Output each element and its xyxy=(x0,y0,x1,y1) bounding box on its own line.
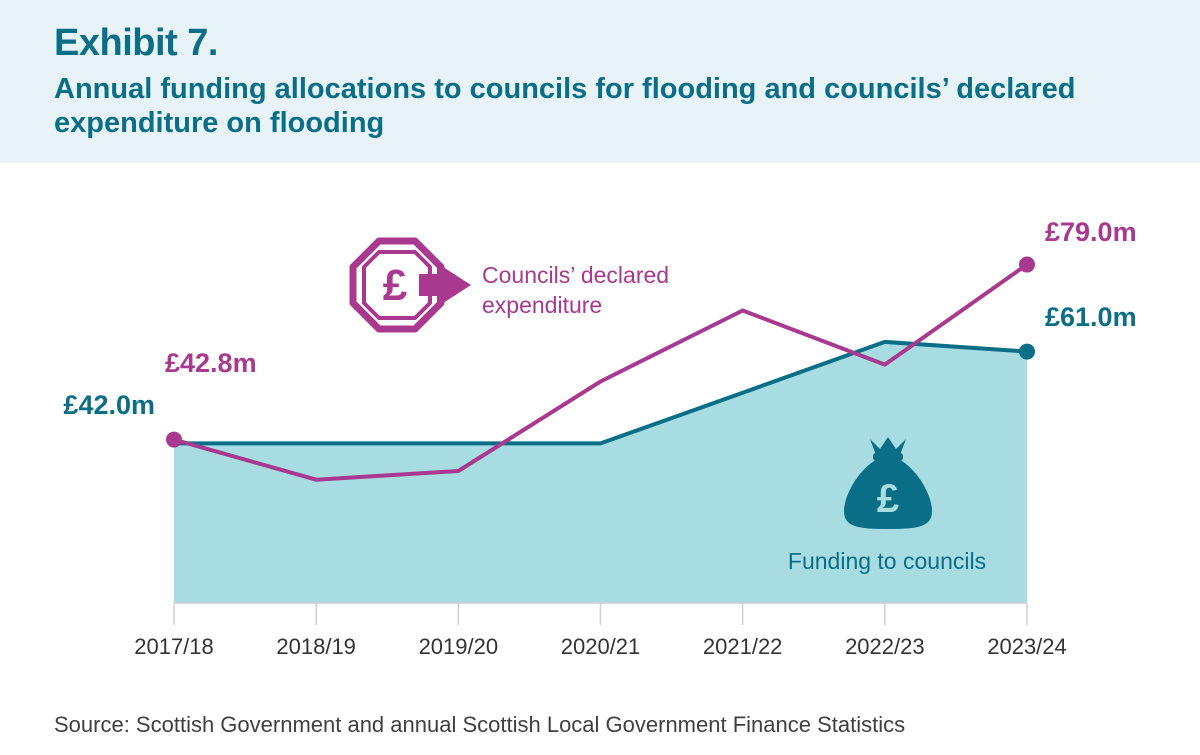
expenditure-start-point xyxy=(166,431,182,448)
header-band xyxy=(0,0,1200,163)
x-tick-label: 2020/21 xyxy=(561,634,641,659)
funding-area xyxy=(174,341,1027,603)
x-tick-label: 2018/19 xyxy=(276,634,356,659)
x-tick-label: 2023/24 xyxy=(987,634,1067,659)
exhibit-number: Exhibit 7. xyxy=(54,22,218,64)
funding-legend-label: Funding to councils xyxy=(788,548,986,574)
expenditure-end-label: £79.0m xyxy=(1045,217,1137,247)
funding-start-label: £42.0m xyxy=(63,390,155,420)
funding-end-point xyxy=(1019,343,1035,360)
chart-title: Annual funding allocations to councils f… xyxy=(54,73,1076,139)
x-tick-label: 2021/22 xyxy=(703,634,783,659)
source-note: Source: Scottish Government and annual S… xyxy=(54,712,906,737)
x-tick-label: 2019/20 xyxy=(419,634,499,659)
x-axis: 2017/18 2018/19 2019/20 2020/21 2021/22 2022/… xyxy=(134,602,1067,659)
expenditure-line xyxy=(173,262,1029,482)
svg-text:£: £ xyxy=(877,477,899,521)
pound-arrow-icon: £ xyxy=(349,237,471,333)
end-points xyxy=(166,256,1035,448)
expenditure-start-label: £42.8m xyxy=(165,348,257,378)
svg-text:£: £ xyxy=(383,261,408,310)
money-bag-icon: £ xyxy=(844,437,932,529)
x-tick-label: 2017/18 xyxy=(134,634,214,659)
funding-end-label: £61.0m xyxy=(1045,302,1137,332)
expenditure-legend-label: Councils’ declared expenditure xyxy=(482,262,675,318)
funding-line xyxy=(174,339,1028,446)
expenditure-end-point xyxy=(1019,256,1035,273)
x-tick-label: 2022/23 xyxy=(845,634,925,659)
